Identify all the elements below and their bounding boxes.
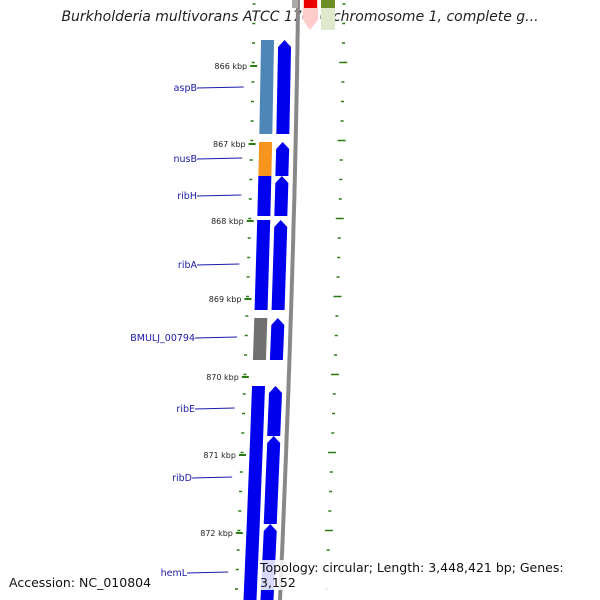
gene-label[interactable]: hemL (161, 568, 188, 579)
cds-arrow-ribD[interactable] (263, 436, 281, 524)
gene-block-ribE[interactable] (250, 386, 266, 436)
kbp-label: 872 kbp (200, 529, 233, 538)
gene-block-hemL[interactable] (243, 524, 260, 600)
gene-label[interactable]: BMULJ_00794 (130, 333, 195, 344)
gene-label[interactable]: ribE (176, 404, 195, 415)
gene-block-ribD[interactable] (246, 436, 264, 524)
backbone (278, 0, 300, 600)
top-feature-red (304, 0, 317, 8)
label-leader-line (191, 476, 233, 479)
cds-arrow-ribE[interactable] (267, 386, 283, 436)
gene-block-ribH[interactable] (257, 176, 272, 216)
cds-arrow-aspB[interactable] (276, 40, 292, 134)
label-leader-line (196, 157, 243, 160)
top-feature-grey (292, 0, 298, 8)
label-leader-line (194, 336, 238, 339)
gene-label[interactable]: ribA (178, 260, 198, 271)
label-leader-line (186, 571, 229, 574)
gene-label[interactable]: aspB (174, 83, 197, 94)
gene-labels: aspB nusB ribH ribA BMULJ_00794 ribE ribD hemL (130, 83, 244, 579)
accession-text: Accession: NC_010804 (9, 575, 152, 590)
cds-arrow-ribH[interactable] (274, 176, 289, 216)
gene-label[interactable]: nusB (173, 154, 197, 165)
map-title: Burkholderia multivorans ATCC 17616 chro… (61, 9, 539, 25)
kbp-label: 871 kbp (203, 451, 236, 460)
backbone-line (278, 0, 300, 600)
cds-arrow-nusB[interactable] (275, 142, 290, 176)
topology-text: Topology: circular; Length: 3,448,421 bp… (260, 560, 600, 590)
gene-label[interactable]: ribH (177, 191, 197, 202)
kbp-label: 867 kbp (213, 140, 246, 149)
gene-block-BMULJ_00794[interactable] (252, 318, 268, 360)
gene-block-nusB[interactable] (258, 142, 273, 176)
label-leader-line (196, 194, 242, 197)
kbp-labels: 866 kbp 867 kbp 868 kbp 869 kbp 870 kbp 871 k… (200, 62, 258, 538)
label-leader-line (196, 263, 240, 266)
gene-features (243, 40, 292, 600)
label-leader-line (196, 86, 244, 89)
top-features (292, 0, 335, 30)
kbp-label: 868 kbp (211, 217, 244, 226)
kbp-label: 870 kbp (206, 373, 239, 382)
cds-arrow-BMULJ_00794[interactable] (269, 318, 285, 360)
cds-arrow-ribA[interactable] (271, 220, 288, 310)
gene-block-aspB[interactable] (259, 40, 275, 134)
label-leader-line (194, 407, 235, 410)
kbp-label: 869 kbp (209, 295, 242, 304)
gene-label[interactable]: ribD (172, 473, 192, 484)
gene-block-ribA[interactable] (254, 220, 271, 310)
kbp-label: 866 kbp (215, 62, 248, 71)
top-feature-green (321, 0, 335, 8)
